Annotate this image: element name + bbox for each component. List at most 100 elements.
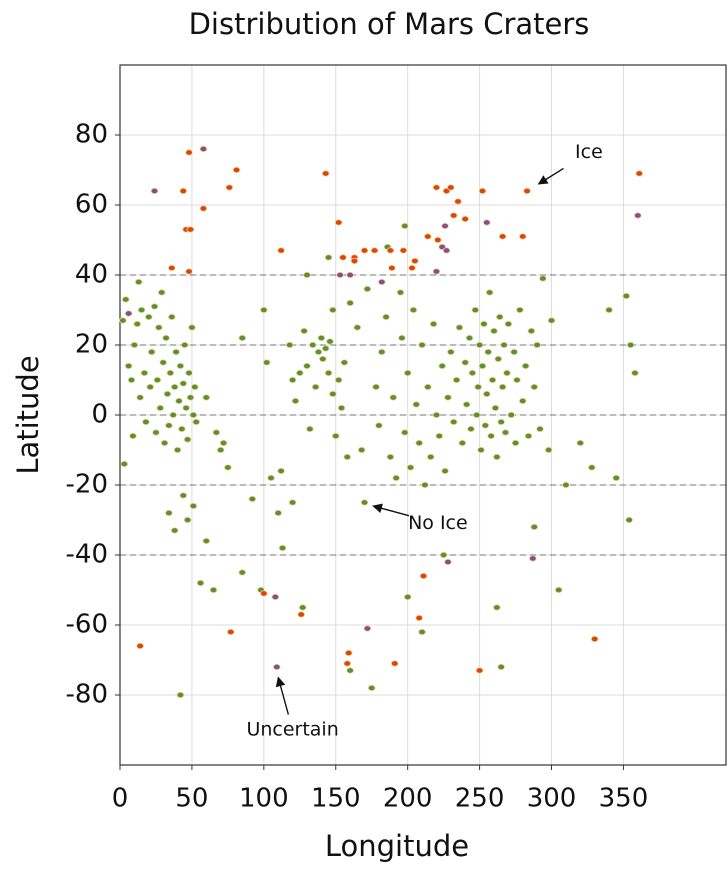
crater-point (536, 425, 544, 433)
crater-point (544, 446, 553, 454)
crater-point (329, 390, 337, 398)
crater-point (372, 383, 380, 391)
crater-point (485, 289, 494, 296)
crater-point (183, 436, 192, 443)
crater-point (167, 313, 176, 321)
crater-point (162, 334, 170, 342)
crater-point (418, 628, 426, 636)
crater-point (477, 446, 485, 454)
crater-point (501, 429, 510, 436)
crater-point (262, 359, 271, 366)
crater-point (622, 292, 631, 300)
crater-point (432, 268, 441, 275)
crater-point (475, 667, 484, 674)
crater-point (438, 362, 446, 370)
crater-point (339, 254, 347, 261)
crater-point (547, 317, 556, 324)
crater-point (518, 397, 527, 405)
crater-point (306, 425, 314, 433)
x-tick-label: 200 (383, 784, 433, 814)
crater-point (130, 341, 139, 349)
crater-point (444, 558, 452, 566)
crater-point (326, 338, 334, 345)
crater-point (150, 303, 159, 310)
crater-point (472, 411, 481, 419)
crater-point (176, 362, 185, 370)
crater-point (124, 310, 133, 317)
crater-point (449, 212, 458, 219)
crater-point (452, 376, 461, 384)
crater-point (523, 187, 531, 195)
crater-point (129, 432, 137, 440)
crater-point (189, 411, 198, 419)
crater-point (179, 380, 188, 387)
crater-point (300, 327, 308, 335)
crater-point (426, 453, 435, 461)
crater-point (150, 187, 159, 195)
crater-point (196, 579, 205, 587)
crater-point (495, 313, 504, 321)
crater-point (160, 439, 169, 447)
crater-point (186, 226, 195, 233)
crater-point (153, 376, 162, 384)
crater-point (212, 429, 221, 436)
crater-point (180, 341, 189, 349)
crater-point (288, 376, 297, 384)
crater-point (291, 397, 300, 405)
crater-point (271, 593, 280, 601)
crater-point (133, 320, 142, 328)
crater-point (367, 684, 376, 692)
crater-point (605, 306, 613, 314)
crater-point (140, 369, 149, 377)
crater-point (408, 264, 416, 272)
crater-point (321, 170, 330, 177)
crater-point (288, 499, 297, 506)
annotation-arrow (372, 503, 410, 517)
crater-point (398, 334, 406, 342)
crater-point (127, 376, 136, 384)
crater-point (442, 247, 451, 254)
crater-point (412, 401, 421, 408)
crater-point (530, 383, 539, 391)
crater-point (155, 324, 163, 331)
crater-point (474, 383, 482, 391)
crater-point (634, 212, 642, 219)
crater-point (377, 278, 386, 286)
crater-point (415, 614, 423, 622)
crater-point (434, 236, 442, 244)
crater-point (482, 219, 491, 226)
crater-point (165, 509, 173, 517)
crater-point (386, 453, 395, 461)
crater-point (498, 233, 507, 240)
x-axis-label: Longitude (325, 829, 469, 863)
crater-point (297, 611, 306, 618)
annotation-label: Ice (575, 141, 603, 163)
x-tick-label: 50 (175, 784, 208, 814)
crater-point (137, 306, 146, 314)
crater-point (478, 187, 487, 195)
crater-point (454, 198, 462, 205)
crater-point (170, 527, 179, 534)
crater-point (267, 474, 275, 482)
crater-point (363, 625, 372, 632)
crater-point (226, 628, 235, 636)
crater-point (192, 418, 201, 426)
crater-point (507, 411, 516, 419)
crater-point (409, 306, 418, 314)
crater-point (119, 317, 127, 324)
x-tick-label: 300 (527, 784, 577, 814)
crater-point (319, 355, 327, 363)
crater-point (554, 586, 563, 594)
crater-point (260, 590, 268, 597)
crater-point (185, 369, 193, 377)
crater-point (336, 271, 344, 279)
chart-title: Distribution of Mars Craters (189, 7, 590, 41)
x-tick-label: 100 (239, 784, 289, 814)
crater-point (156, 404, 165, 412)
y-tick-label: 60 (75, 190, 108, 220)
crater-point (202, 537, 211, 545)
crater-point (152, 429, 160, 436)
crater-point (189, 502, 198, 510)
crater-point (295, 369, 304, 377)
crater-point (120, 460, 129, 468)
